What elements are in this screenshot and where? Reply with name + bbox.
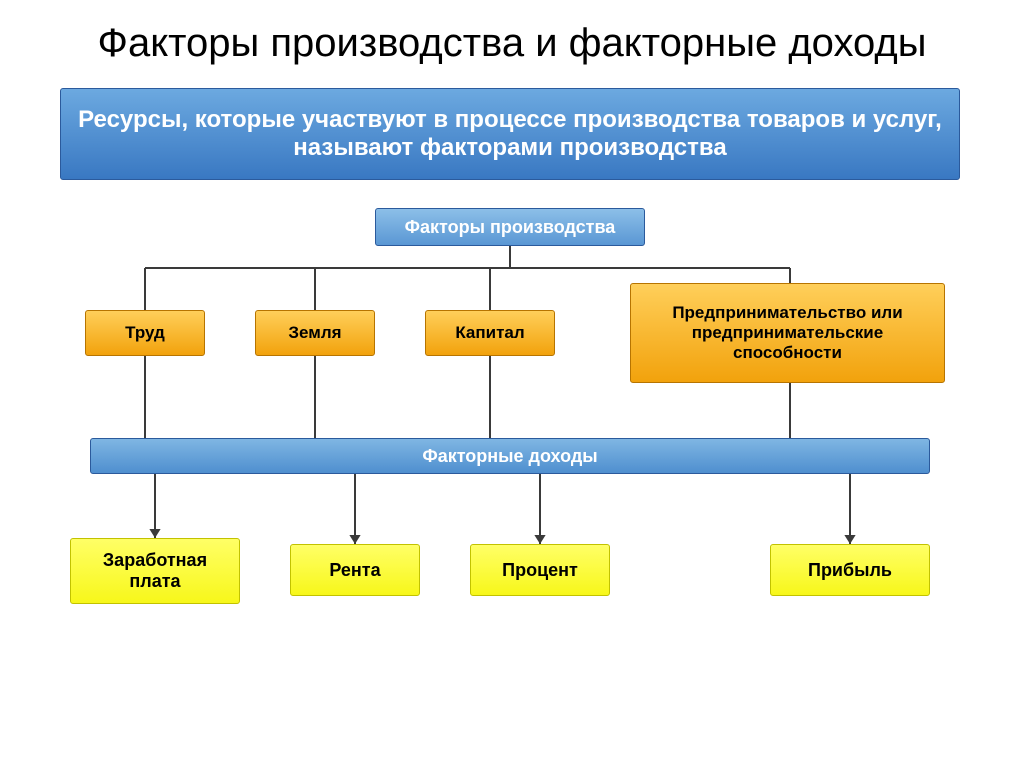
diagram-area: Ресурсы, которые участвуют в процессе пр… bbox=[0, 78, 1024, 698]
incomes-header: Факторные доходы bbox=[90, 438, 930, 474]
page-title: Факторы производства и факторные доходы bbox=[0, 0, 1024, 78]
factor-box-0: Труд bbox=[85, 310, 205, 356]
income-box-1: Рента bbox=[290, 544, 420, 596]
factor-box-1: Земля bbox=[255, 310, 375, 356]
factor-box-2: Капитал bbox=[425, 310, 555, 356]
income-box-0: Заработная плата bbox=[70, 538, 240, 604]
definition-box: Ресурсы, которые участвуют в процессе пр… bbox=[60, 88, 960, 180]
income-box-2: Процент bbox=[470, 544, 610, 596]
factor-box-3: Предпринимательство или предпринимательс… bbox=[630, 283, 945, 383]
factors-header: Факторы производства bbox=[375, 208, 645, 246]
income-box-3: Прибыль bbox=[770, 544, 930, 596]
